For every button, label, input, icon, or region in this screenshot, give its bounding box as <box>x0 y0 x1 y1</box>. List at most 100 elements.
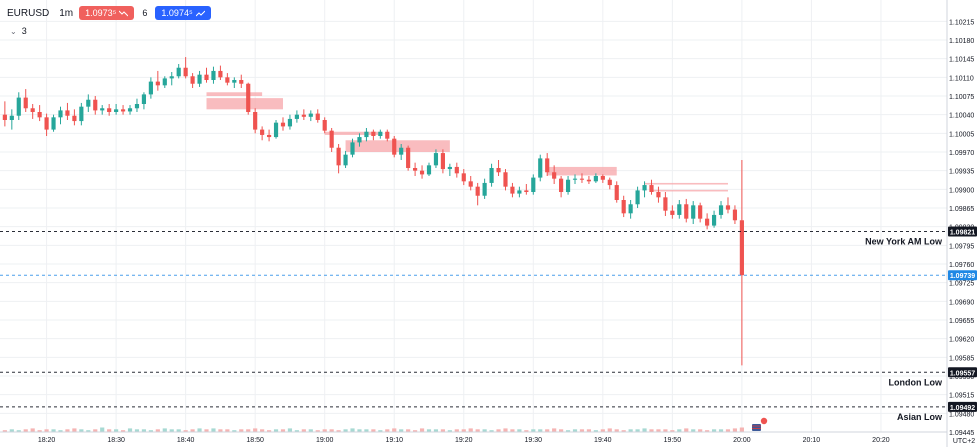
volume-bar <box>454 429 459 432</box>
volume-bar <box>691 429 696 432</box>
volume-bar <box>294 430 299 432</box>
candle-down <box>413 168 418 171</box>
price-tick-label: 1.09620 <box>949 337 974 344</box>
price-tick-label: 1.10110 <box>949 75 974 82</box>
symbol-name[interactable]: EURUSD <box>7 7 50 19</box>
price-tick-label: 1.10040 <box>949 113 974 120</box>
candle-down <box>204 74 209 80</box>
candle-up <box>718 205 724 215</box>
candle-up <box>364 131 369 138</box>
candle-up <box>169 76 174 79</box>
volume-bar <box>343 429 348 432</box>
volume-bar <box>517 429 522 432</box>
volume-bars <box>2 427 744 432</box>
price-tick-label: 1.09970 <box>949 150 974 157</box>
volume-bar <box>419 428 425 432</box>
volume-bar <box>253 428 258 432</box>
candle-down <box>190 76 195 84</box>
volume-bar <box>169 429 174 432</box>
volume-bar <box>565 430 571 432</box>
time-tick-label: 20:10 <box>803 437 821 444</box>
volume-bar <box>559 429 564 432</box>
candle-down <box>239 80 244 84</box>
candle-down <box>579 178 585 180</box>
candle-down <box>503 172 508 187</box>
volume-bar <box>718 429 724 432</box>
candle-down <box>336 147 341 166</box>
buy-button[interactable]: 1.0974⁵ <box>155 6 211 20</box>
candle-down <box>218 70 223 78</box>
level-price-label: 1.09557 <box>950 370 975 377</box>
candle-down <box>30 108 35 112</box>
candle-down <box>607 179 612 186</box>
price-tick-label: 1.10215 <box>949 19 974 26</box>
volume-bar <box>649 429 654 432</box>
volume-bar <box>225 429 230 432</box>
sell-button[interactable]: 1.0973⁵ <box>79 6 135 20</box>
volume-bar <box>107 429 112 432</box>
candle-down <box>621 200 626 214</box>
time-tick-label: 19:20 <box>455 437 473 444</box>
price-levels <box>0 230 947 408</box>
candle-up <box>141 94 147 104</box>
chart-grid <box>0 0 947 433</box>
price-tick-label: 1.09795 <box>949 243 974 250</box>
volume-bar <box>120 430 126 432</box>
volume-bar <box>378 430 383 432</box>
level-price-label: 1.09739 <box>950 273 975 280</box>
candle-down <box>225 77 230 83</box>
price-tick-label: 1.09760 <box>949 262 974 269</box>
volume-bar <box>86 430 91 432</box>
timezone-label[interactable]: UTC+2 <box>953 438 975 445</box>
volume-bar <box>197 428 202 432</box>
candle-up <box>51 117 56 130</box>
volume-bar <box>336 430 341 432</box>
volume-bar <box>489 430 494 432</box>
candle-down <box>392 138 397 155</box>
volume-bar <box>670 430 675 432</box>
price-tick-label: 1.09515 <box>949 393 974 400</box>
volume-bar <box>461 429 466 432</box>
candle-down <box>72 115 77 122</box>
price-tick-label: 1.09865 <box>949 206 974 213</box>
supply-zone <box>206 98 283 110</box>
candle-up <box>628 204 633 214</box>
volume-bar <box>16 430 21 432</box>
candle-down <box>253 112 258 130</box>
timeframe-label[interactable]: 1m <box>59 7 74 19</box>
volume-bar <box>586 429 592 432</box>
candle-down <box>419 170 425 175</box>
volume-bar <box>677 429 682 432</box>
indicators-toggle[interactable]: ⌄ 3 <box>10 26 27 36</box>
volume-bar <box>475 429 480 432</box>
price-tick-label: 1.09900 <box>949 187 974 194</box>
candle-up <box>232 80 237 83</box>
volume-bar <box>545 429 550 432</box>
candle-up <box>593 176 598 182</box>
price-tick-label: 1.10005 <box>949 131 974 138</box>
candle-up <box>127 108 133 112</box>
volume-bar <box>322 429 327 432</box>
supply-zones <box>206 92 728 192</box>
candle-up <box>677 204 682 215</box>
trend-down-icon <box>119 10 129 16</box>
time-axis[interactable]: 18:20 18:30 18:40 18:50 19:00 19:10 19:20 19:30… <box>38 437 890 444</box>
sell-price: 1.0973⁵ <box>85 8 117 18</box>
candle-up <box>100 108 105 111</box>
candle-up <box>294 114 299 119</box>
volume-bar <box>260 429 265 432</box>
volume-bar <box>280 429 286 432</box>
volume-bar <box>440 429 445 432</box>
chevron-down-icon[interactable]: ⌄ <box>10 26 17 36</box>
volume-bar <box>642 428 647 432</box>
volume-bar <box>127 428 133 432</box>
volume-bar <box>51 429 56 432</box>
volume-bar <box>9 429 14 432</box>
time-tick-label: 19:40 <box>594 437 612 444</box>
candle-up <box>308 113 313 117</box>
volume-bar <box>364 429 369 432</box>
volume-bar <box>482 429 487 432</box>
candle-up <box>197 74 202 84</box>
candle-down <box>545 158 550 173</box>
